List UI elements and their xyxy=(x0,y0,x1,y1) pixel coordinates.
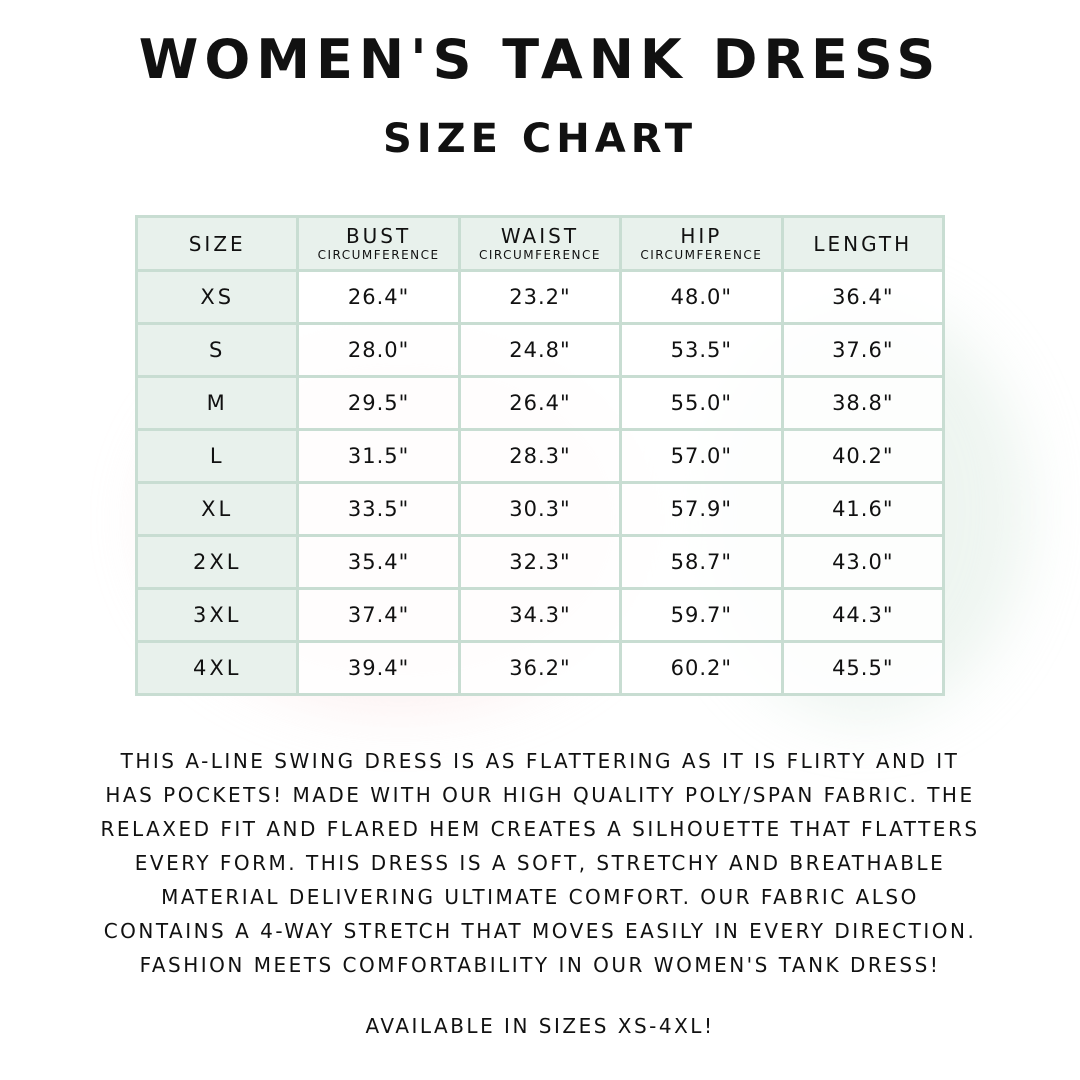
column-header: Size xyxy=(134,215,300,272)
measurement-cell: 31.5" xyxy=(296,428,461,484)
description-line: has pockets! Made with our high quality … xyxy=(105,783,975,807)
measurement-cell: 39.4" xyxy=(296,640,461,696)
measurement-cell: 26.4" xyxy=(457,375,623,431)
measurement-cell: 45.5" xyxy=(780,640,946,696)
measurement-cell: 33.5" xyxy=(296,481,461,537)
measurement-cell: 36.4" xyxy=(780,269,946,325)
column-header: Hip Circumference xyxy=(619,215,784,272)
column-header-label: Size xyxy=(188,231,246,256)
column-header-sublabel: Circumference xyxy=(317,248,440,262)
column-header-sublabel: Circumference xyxy=(478,248,601,262)
page-subtitle: Size Chart xyxy=(382,116,698,162)
table-row: 3XL 37.4" 34.3" 59.7" 44.3" xyxy=(134,587,946,643)
table-row: XS 26.4" 23.2" 48.0" 36.4" xyxy=(134,269,946,325)
page-title: Women's Tank Dress xyxy=(138,28,942,91)
description-line: every form. This dress is a soft, stretc… xyxy=(134,851,946,875)
measurement-cell: 60.2" xyxy=(619,640,784,696)
column-header-label: Hip xyxy=(680,224,723,248)
column-header: Bust Circumference xyxy=(296,215,461,272)
measurement-cell: 59.7" xyxy=(619,587,784,643)
column-header: Length xyxy=(780,215,946,272)
availability-note: Available in sizes XS-4XL! xyxy=(365,1014,715,1038)
table-row: L 31.5" 28.3" 57.0" 40.2" xyxy=(134,428,946,484)
size-cell: S xyxy=(134,322,300,378)
measurement-cell: 57.0" xyxy=(619,428,784,484)
table-row: 4XL 39.4" 36.2" 60.2" 45.5" xyxy=(134,640,946,696)
measurement-cell: 43.0" xyxy=(780,534,946,590)
measurement-cell: 53.5" xyxy=(619,322,784,378)
description-line: This A-line swing dress is as flattering… xyxy=(120,749,960,773)
measurement-cell: 34.3" xyxy=(457,587,623,643)
size-cell: XS xyxy=(134,269,300,325)
column-header-label: Waist xyxy=(500,224,580,248)
measurement-cell: 40.2" xyxy=(780,428,946,484)
measurement-cell: 28.0" xyxy=(296,322,461,378)
table-row: 2XL 35.4" 32.3" 58.7" 43.0" xyxy=(134,534,946,590)
measurement-cell: 37.6" xyxy=(780,322,946,378)
measurement-cell: 38.8" xyxy=(780,375,946,431)
table-row: M 29.5" 26.4" 55.0" 38.8" xyxy=(134,375,946,431)
column-header-label: Length xyxy=(813,231,913,256)
measurement-cell: 26.4" xyxy=(296,269,461,325)
size-cell: 4XL xyxy=(134,640,300,696)
measurement-cell: 29.5" xyxy=(296,375,461,431)
measurement-cell: 37.4" xyxy=(296,587,461,643)
column-header: Waist Circumference xyxy=(457,215,623,272)
measurement-cell: 57.9" xyxy=(619,481,784,537)
measurement-cell: 24.8" xyxy=(457,322,623,378)
description-line: contains a 4-way stretch that moves easi… xyxy=(103,919,977,943)
measurement-cell: 36.2" xyxy=(457,640,623,696)
description-line: material delivering ultimate comfort. Ou… xyxy=(161,885,919,909)
size-cell: XL xyxy=(134,481,300,537)
size-cell: 3XL xyxy=(134,587,300,643)
description-line: Fashion meets comfortability in our wome… xyxy=(139,953,941,977)
column-header-label: Bust xyxy=(345,224,412,248)
measurement-cell: 32.3" xyxy=(457,534,623,590)
table-header-row: Size Bust Circumference Waist Circumference H… xyxy=(134,215,946,272)
size-cell: L xyxy=(134,428,300,484)
measurement-cell: 44.3" xyxy=(780,587,946,643)
measurement-cell: 48.0" xyxy=(619,269,784,325)
measurement-cell: 23.2" xyxy=(457,269,623,325)
measurement-cell: 58.7" xyxy=(619,534,784,590)
table-row: S 28.0" 24.8" 53.5" 37.6" xyxy=(134,322,946,378)
table-row: XL 33.5" 30.3" 57.9" 41.6" xyxy=(134,481,946,537)
size-cell: 2XL xyxy=(134,534,300,590)
column-header-sublabel: Circumference xyxy=(640,248,763,262)
measurement-cell: 30.3" xyxy=(457,481,623,537)
product-description: This A-line swing dress is as flattering… xyxy=(0,744,1080,982)
size-chart-table: Size Bust Circumference Waist Circumference H… xyxy=(134,215,946,696)
measurement-cell: 55.0" xyxy=(619,375,784,431)
size-cell: M xyxy=(134,375,300,431)
measurement-cell: 41.6" xyxy=(780,481,946,537)
measurement-cell: 28.3" xyxy=(457,428,623,484)
measurement-cell: 35.4" xyxy=(296,534,461,590)
description-line: relaxed fit and flared hem creates a sil… xyxy=(100,817,980,841)
